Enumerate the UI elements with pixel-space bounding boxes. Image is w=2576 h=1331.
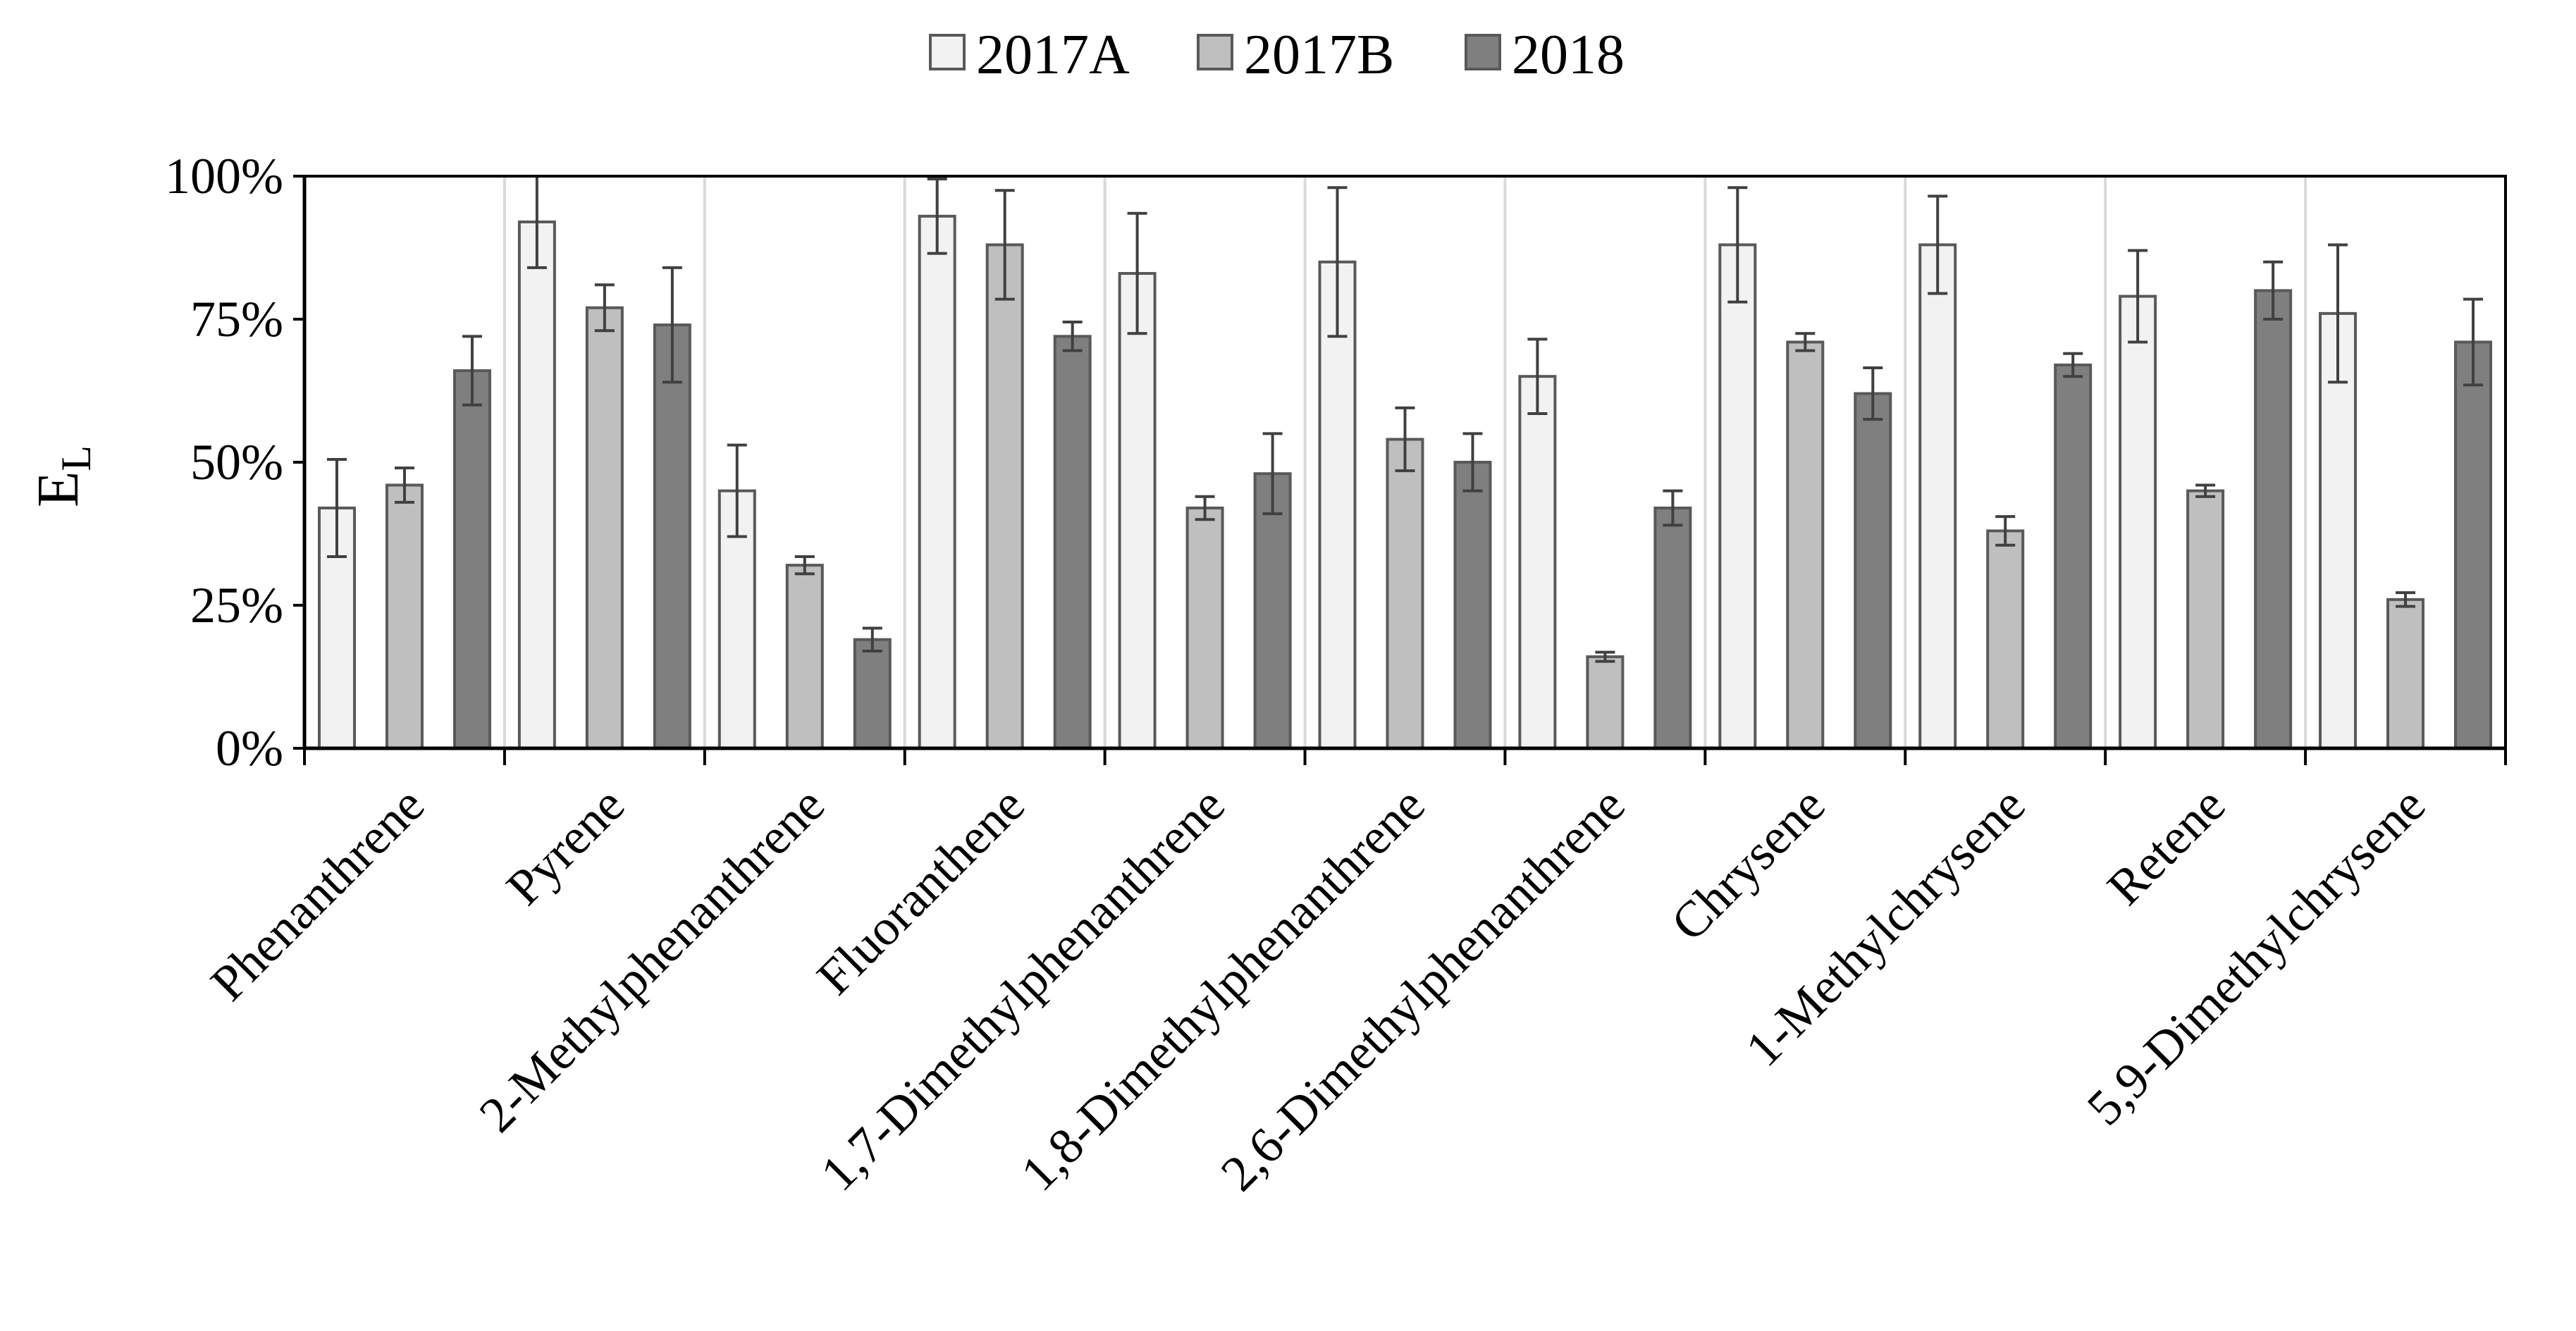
bar-2017b-10	[2186, 489, 2225, 750]
x-category-label: Chrysene	[1660, 776, 1836, 952]
bar-2017b-8	[1786, 340, 1825, 750]
bar-2017a-4	[918, 214, 956, 750]
bar-2018-8	[1854, 392, 1892, 750]
legend-swatch-2018	[1465, 34, 1501, 70]
bar-2018-5	[1253, 472, 1292, 750]
bar-2018-3	[853, 638, 892, 750]
error-bar-2018-4	[1062, 321, 1083, 352]
y-axis-title-main: E	[25, 471, 91, 507]
error-bar-2017b-5	[1195, 495, 1215, 521]
legend-swatch-2017a	[929, 34, 966, 70]
error-bar-2017a-7	[1527, 338, 1548, 415]
error-bar-2017a-4	[927, 178, 947, 255]
x-category-label: 1,7-Dimethylphenanthrene	[810, 776, 1235, 1202]
y-axis-title-subscript: L	[53, 445, 99, 471]
bar-2017a-8	[1718, 243, 1757, 750]
error-bar-2017a-10	[2128, 249, 2148, 344]
bar-2017a-10	[2119, 295, 2157, 750]
bar-2018-9	[2054, 363, 2093, 750]
x-category-label: Retene	[2096, 776, 2236, 916]
x-category-label: Phenanthrene	[200, 776, 436, 1012]
bar-2017a-11	[2319, 311, 2358, 750]
x-category-label: 1,8-Dimethylphenanthrene	[1010, 776, 1436, 1202]
error-bar-2017a-6	[1327, 186, 1348, 338]
x-category-label: 5,9-Dimethylchrysene	[2076, 776, 2436, 1136]
bar-2017b-6	[1386, 438, 1424, 750]
bar-2018-1	[452, 369, 491, 750]
error-bar-2018-11	[2463, 297, 2484, 387]
bar-2018-7	[1653, 506, 1692, 750]
y-axis: 0% 25% 50% 75% 100%	[165, 148, 307, 776]
legend: 2017A 2017B 2018	[929, 24, 1625, 86]
legend-label-2018: 2018	[1512, 24, 1625, 86]
legend-swatch-2017b	[1197, 34, 1233, 70]
bar-2017b-1	[385, 483, 424, 750]
bar-2017b-11	[2386, 598, 2425, 750]
error-bar-2017a-1	[326, 457, 347, 558]
error-bar-2017b-8	[1795, 332, 1816, 352]
error-bar-2018-9	[2063, 352, 2083, 378]
error-bar-2017a-3	[727, 443, 747, 538]
error-bar-2017b-3	[794, 555, 815, 576]
y-tick-label: 75%	[190, 291, 283, 347]
bar-2018-6	[1453, 461, 1492, 750]
x-category-label: 2-Methylphenanthrene	[469, 776, 835, 1143]
error-bars	[326, 175, 2484, 663]
bar-2017b-2	[585, 306, 624, 750]
error-bar-2018-7	[1663, 489, 1683, 527]
error-bar-2017a-9	[1928, 194, 1948, 295]
bar-2017a-9	[1918, 243, 1957, 750]
error-bar-2017b-9	[1995, 515, 2016, 547]
y-tick-label: 50%	[190, 434, 283, 490]
y-tick-label: 25%	[190, 577, 283, 633]
x-axis: Phenanthrene Pyrene2-MethylphenanthreneFl…	[200, 746, 2507, 1202]
error-bar-2018-1	[462, 335, 482, 407]
bar-2017b-3	[785, 564, 824, 750]
category-separators	[503, 176, 2307, 748]
bars	[317, 214, 2493, 750]
error-bar-2017b-7	[1595, 650, 1615, 663]
error-bar-2017b-2	[594, 283, 615, 333]
bar-2018-4	[1053, 335, 1092, 750]
bar-2018-2	[653, 323, 691, 750]
bar-2017a-7	[1518, 375, 1557, 750]
bar-2017b-7	[1586, 655, 1625, 750]
error-bar-2017a-5	[1127, 211, 1147, 335]
error-bar-2017a-8	[1727, 186, 1748, 304]
bar-2018-10	[2254, 289, 2293, 750]
bar-2017a-2	[517, 220, 556, 750]
y-tick-label: 0%	[216, 720, 283, 776]
bar-2017a-5	[1118, 272, 1157, 750]
x-category-label: 2,6-Dimethylphenanthrene	[1210, 776, 1636, 1202]
y-axis-title: EL	[25, 445, 99, 507]
error-bar-2018-10	[2263, 260, 2284, 321]
error-bar-2017a-11	[2328, 243, 2348, 384]
bar-2017b-5	[1185, 506, 1224, 750]
bar-2018-11	[2454, 340, 2493, 750]
error-bar-2017b-11	[2396, 591, 2416, 608]
error-bar-2018-5	[1262, 432, 1283, 516]
error-bar-2018-3	[862, 626, 882, 652]
error-bar-2018-2	[662, 266, 682, 384]
error-bar-2017b-4	[994, 189, 1015, 301]
x-category-label: Pyrene	[495, 776, 635, 916]
error-bar-2018-6	[1462, 432, 1483, 493]
error-bar-2018-8	[1863, 366, 1883, 421]
legend-label-2017a: 2017A	[976, 24, 1130, 86]
legend-label-2017b: 2017B	[1244, 24, 1394, 86]
error-bar-2017b-10	[2195, 483, 2216, 498]
bar-2017b-4	[985, 243, 1024, 750]
error-bar-2017b-6	[1395, 406, 1415, 473]
bar-2017b-9	[1986, 529, 2025, 750]
error-bar-2017b-1	[394, 466, 414, 504]
y-tick-label: 100%	[165, 148, 283, 204]
